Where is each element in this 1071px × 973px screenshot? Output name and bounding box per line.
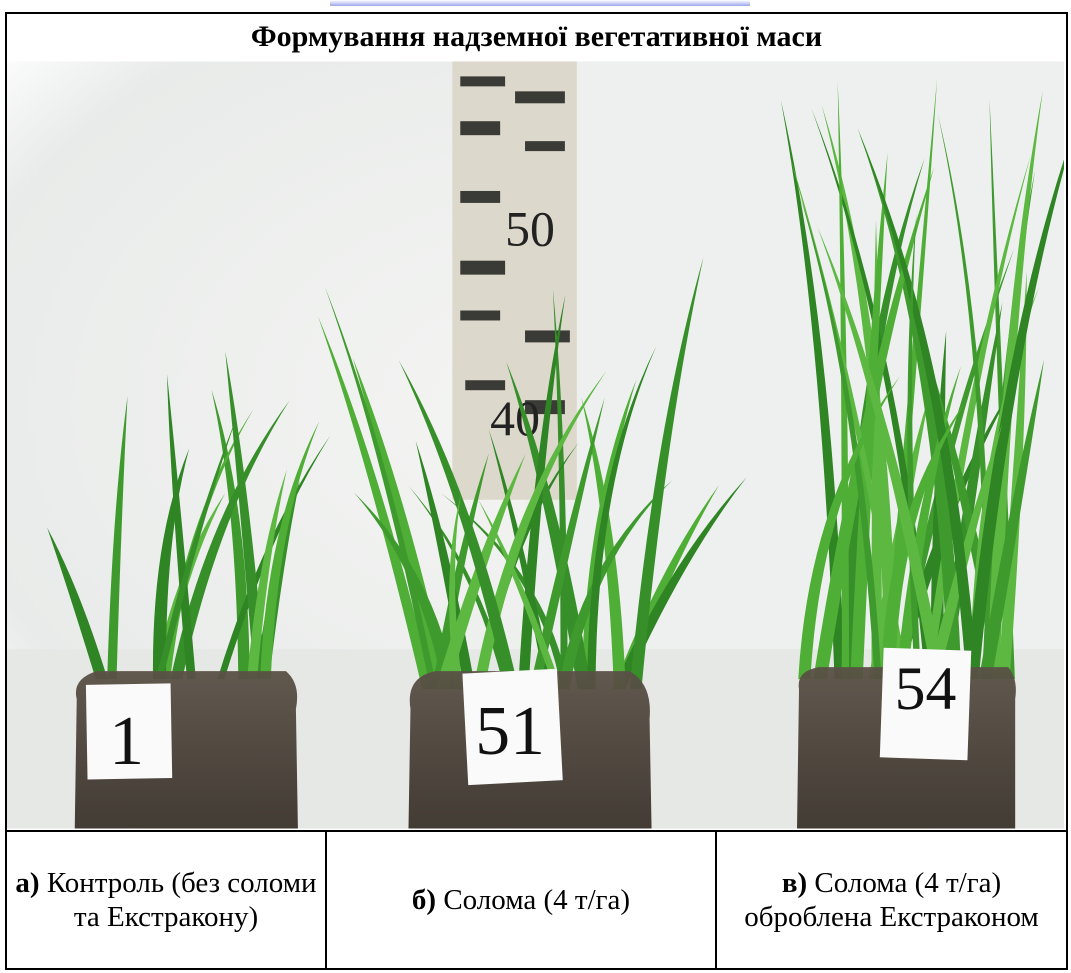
grass-blade — [211, 389, 250, 680]
ruler-mark: 50 — [505, 202, 555, 257]
caption-cell: а) Контроль (без соломи та Екстракону) — [5, 830, 327, 970]
grass-blade — [798, 376, 901, 680]
figure-table: Формування надземної вегетативної маси — [5, 12, 1068, 970]
jar-label: 51 — [475, 693, 545, 770]
grass-blade — [518, 294, 566, 690]
grass — [47, 79, 1064, 690]
grass-blade — [581, 397, 626, 690]
grass-blade — [398, 360, 519, 690]
grass-blade — [478, 499, 562, 690]
caption-cell: б) Солома (4 т/га) — [325, 830, 717, 970]
caption-letter: б) — [411, 884, 437, 916]
photo: 50 40 1 51 54 — [7, 61, 1064, 829]
grass-blade — [225, 351, 266, 680]
grass-blade — [47, 527, 108, 680]
grass-blade — [324, 286, 437, 690]
grass-blade — [978, 359, 1045, 680]
grass-blade — [529, 397, 605, 690]
grass-blade — [170, 400, 290, 680]
grass-blade — [449, 494, 463, 690]
grass-blade — [247, 469, 287, 680]
caption-letter: а) — [15, 867, 40, 899]
grass-blade — [431, 453, 489, 690]
grass-blade — [629, 257, 704, 690]
ruler: 50 40 — [452, 61, 577, 500]
grass-blade — [166, 374, 196, 680]
grass-blade — [840, 158, 925, 680]
grass-blade — [217, 435, 331, 680]
caption-cell: в) Солома (4 т/га) оброблена Екстраконом — [715, 830, 1068, 970]
caption-text: Солома (4 т/га) — [443, 884, 631, 916]
grass-blade — [408, 485, 511, 690]
grass-blade — [966, 159, 1064, 680]
grass-blade — [558, 480, 673, 690]
caption-text: Солома (4 т/га) оброблена Екстраконом — [744, 867, 1039, 933]
cut-heading — [330, 0, 750, 6]
grass-blade — [317, 316, 434, 690]
caption-letter: в) — [781, 867, 808, 899]
grass-blade — [155, 419, 236, 680]
grass-blade — [162, 408, 254, 680]
labels: 1 51 54 — [85, 647, 972, 786]
grass-blade — [987, 90, 1043, 680]
grass-blade — [587, 346, 657, 690]
photo-cell: Формування надземної вегетативної маси — [5, 12, 1068, 832]
figure-title: Формування надземної вегетативної маси — [250, 20, 823, 53]
grass-blade — [817, 227, 945, 680]
grass-blade — [859, 133, 978, 680]
grass-blade — [937, 113, 991, 680]
grass-blade — [107, 395, 128, 680]
grass-blade — [260, 421, 320, 680]
grass-blade — [789, 154, 908, 680]
grass-blade — [473, 370, 607, 690]
jar-label: 54 — [895, 655, 957, 723]
grass-blade — [506, 361, 592, 690]
jar-label: 1 — [109, 703, 144, 780]
grass-blade — [800, 197, 882, 680]
grass-blade — [152, 448, 190, 680]
caption-text: Контроль (без соломи та Екстракону) — [46, 867, 317, 933]
grass-blade — [811, 107, 933, 680]
